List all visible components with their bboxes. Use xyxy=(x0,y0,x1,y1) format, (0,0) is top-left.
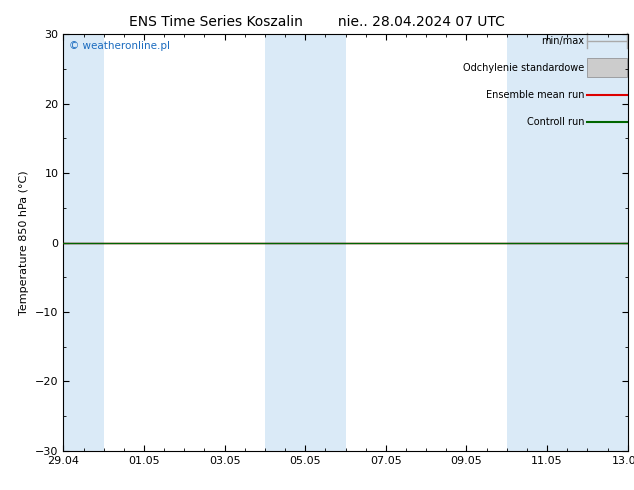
Bar xyxy=(587,58,626,77)
Y-axis label: Temperature 850 hPa (°C): Temperature 850 hPa (°C) xyxy=(20,170,30,315)
Text: ENS Time Series Koszalin        nie.. 28.04.2024 07 UTC: ENS Time Series Koszalin nie.. 28.04.202… xyxy=(129,15,505,29)
Text: Odchylenie standardowe: Odchylenie standardowe xyxy=(463,63,584,73)
Text: Ensemble mean run: Ensemble mean run xyxy=(486,90,584,99)
Text: © weatheronline.pl: © weatheronline.pl xyxy=(69,41,170,50)
Text: min/max: min/max xyxy=(541,36,584,46)
Text: Controll run: Controll run xyxy=(527,117,584,127)
Bar xyxy=(507,34,628,451)
Bar xyxy=(63,34,104,451)
Bar xyxy=(265,34,346,451)
